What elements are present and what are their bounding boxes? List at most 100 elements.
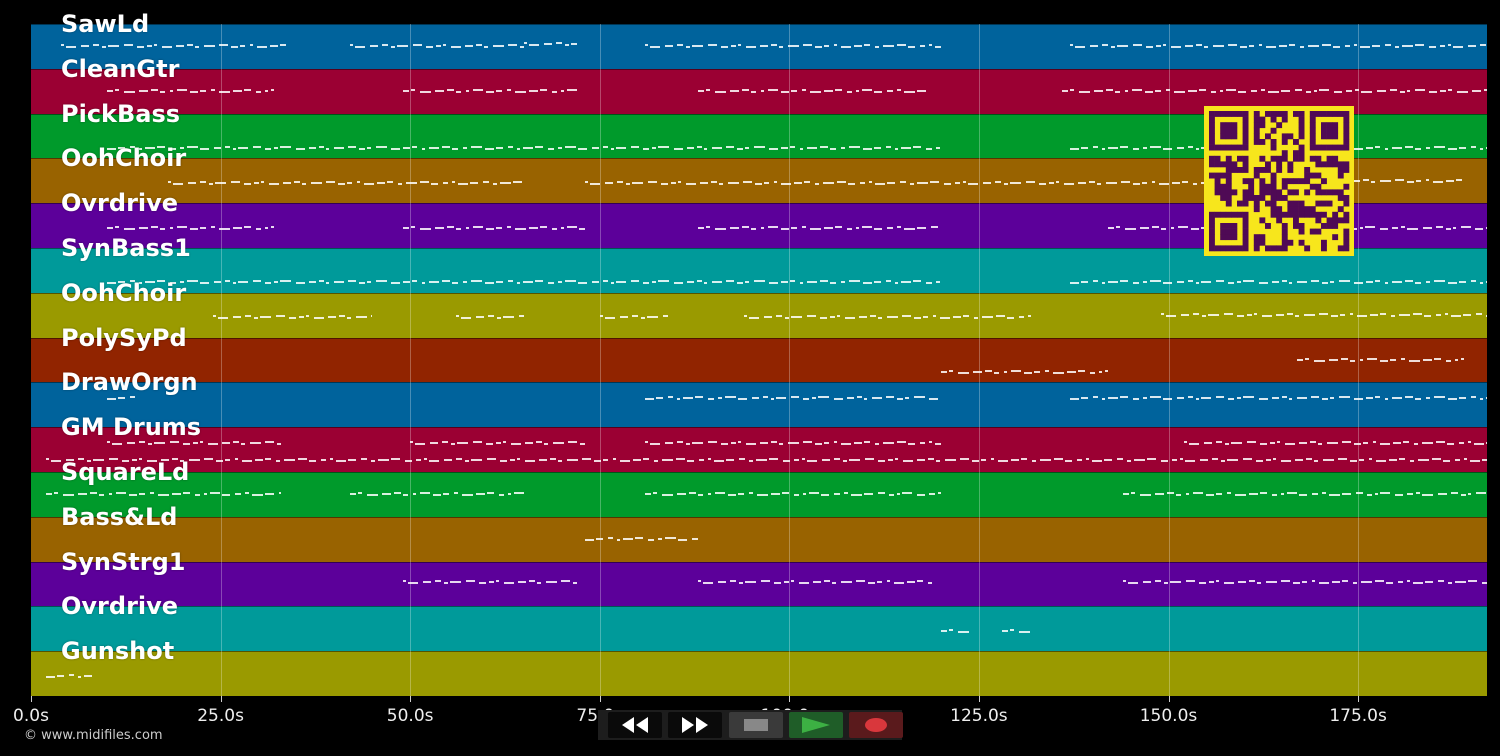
rewind-button[interactable] [608, 712, 662, 738]
note [106, 440, 110, 443]
note [1365, 146, 1373, 149]
note [124, 44, 134, 47]
record-button[interactable] [849, 712, 903, 738]
note [1367, 494, 1372, 497]
note [1445, 227, 1451, 230]
note [580, 442, 585, 445]
stop-button[interactable] [729, 712, 783, 738]
note [832, 581, 837, 584]
track-lane[interactable] [31, 606, 1487, 652]
note [819, 280, 828, 283]
note [330, 457, 334, 460]
track-lane[interactable] [31, 516, 1487, 562]
note [449, 580, 461, 583]
note [402, 226, 409, 229]
note [1445, 179, 1454, 182]
note [1249, 493, 1258, 496]
note [788, 441, 800, 444]
note [1468, 493, 1471, 496]
note [310, 181, 322, 184]
note [1230, 441, 1242, 444]
note [450, 46, 461, 49]
note [1261, 314, 1272, 317]
track-lane[interactable] [31, 292, 1487, 338]
track-lane[interactable] [31, 337, 1487, 383]
note [402, 579, 406, 582]
note [1006, 317, 1014, 320]
note [54, 492, 59, 495]
note [1425, 146, 1430, 149]
note [366, 281, 371, 284]
fast-forward-button[interactable] [668, 712, 722, 738]
note [958, 371, 969, 374]
note [464, 45, 473, 48]
note [495, 226, 502, 229]
note [1224, 581, 1234, 584]
note [231, 46, 239, 49]
note [1281, 493, 1284, 496]
note [1414, 282, 1421, 285]
note [815, 46, 823, 49]
note [1361, 90, 1373, 93]
track-lane[interactable] [31, 472, 1487, 517]
note [1470, 280, 1476, 283]
note [295, 282, 305, 285]
note [769, 457, 779, 460]
note [631, 181, 643, 184]
note [791, 395, 800, 398]
note [1187, 280, 1193, 283]
track-lane[interactable] [31, 24, 1487, 69]
track-lane[interactable] [31, 382, 1487, 428]
track-lane[interactable] [31, 651, 1487, 696]
track-lane[interactable] [31, 561, 1487, 607]
note [803, 493, 807, 496]
note [1192, 182, 1197, 185]
note [172, 493, 182, 496]
note [441, 145, 450, 148]
note [1025, 180, 1035, 183]
note [321, 458, 327, 461]
note [711, 281, 722, 284]
note [917, 89, 926, 92]
note [1438, 493, 1447, 496]
note [721, 442, 729, 445]
note [1115, 90, 1121, 93]
note [1158, 182, 1169, 185]
note [510, 458, 516, 461]
note [1273, 457, 1277, 460]
note [547, 282, 554, 285]
note [169, 440, 179, 443]
note [901, 315, 911, 318]
note [412, 493, 416, 496]
note [1149, 395, 1161, 398]
note [470, 145, 482, 148]
note [696, 145, 702, 148]
note [696, 280, 702, 283]
note [1266, 458, 1272, 461]
note [834, 440, 838, 443]
note [1293, 581, 1300, 584]
note [1317, 442, 1322, 445]
note [1143, 580, 1151, 583]
axis-tick-label: 125.0s [950, 706, 1008, 726]
note [790, 316, 802, 319]
note [1364, 225, 1375, 228]
note [1077, 458, 1083, 461]
note [150, 492, 155, 495]
track-lane[interactable] [31, 427, 1487, 472]
note [1132, 182, 1140, 185]
note [221, 441, 230, 444]
note [156, 280, 165, 283]
note [106, 89, 113, 92]
note [708, 397, 715, 400]
note [253, 181, 259, 184]
note [744, 146, 749, 149]
note [869, 315, 876, 318]
note [1394, 178, 1404, 181]
note [366, 146, 371, 149]
play-button[interactable] [789, 712, 843, 738]
note [897, 397, 904, 400]
note [1329, 494, 1340, 497]
note [1227, 44, 1237, 47]
note [841, 580, 853, 583]
